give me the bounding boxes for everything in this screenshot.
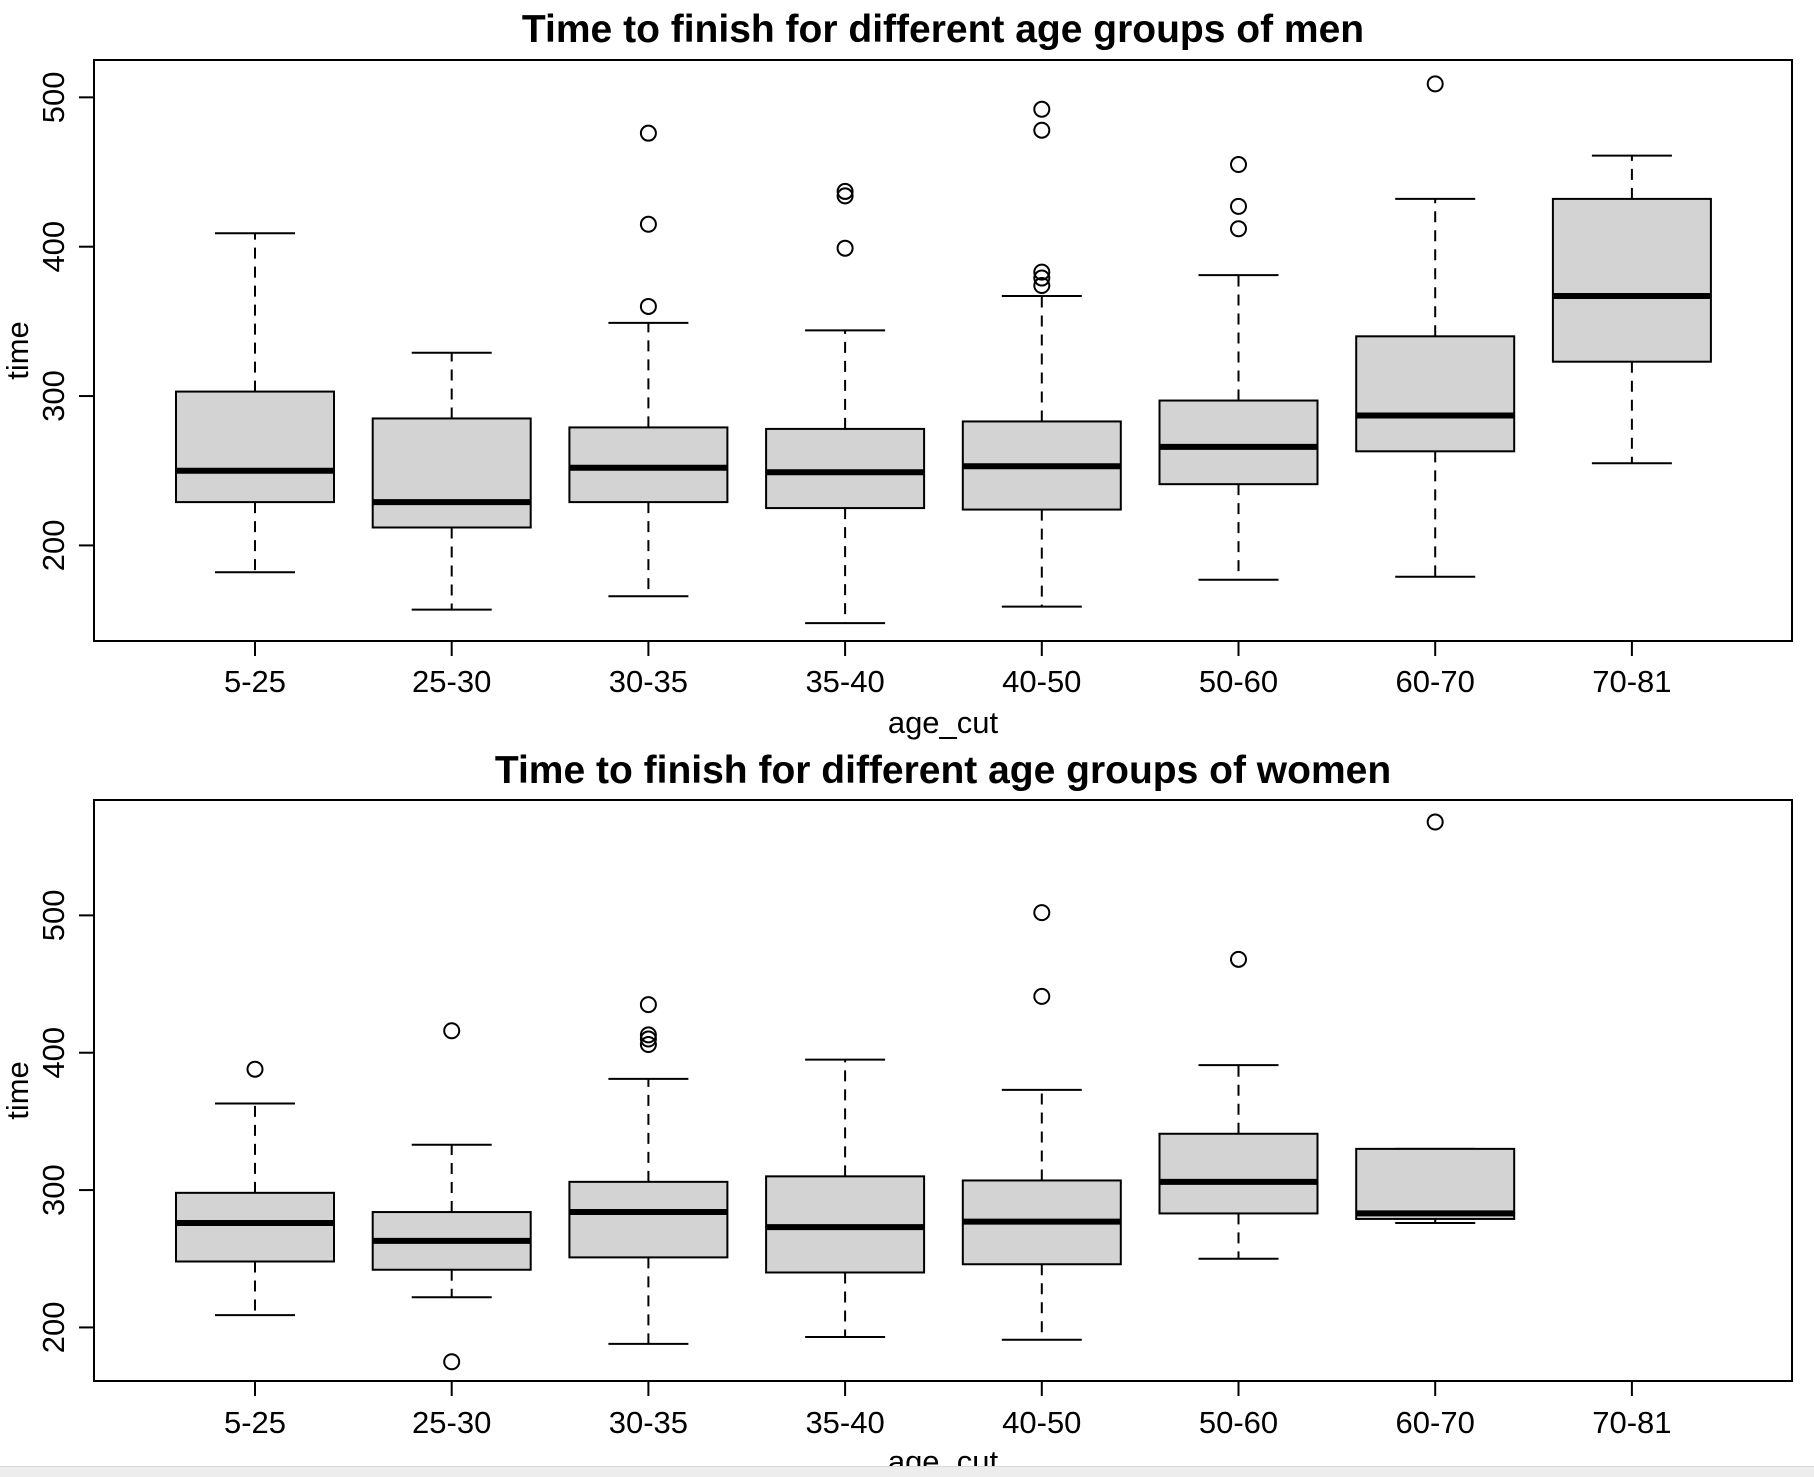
outlier-point: [1033, 263, 1051, 281]
x-tick-label: 5-25: [224, 1405, 286, 1440]
chart-panel-men: Time to finish for different age groups …: [0, 8, 1793, 740]
outlier-point: [1230, 220, 1247, 238]
outlier-point: [1033, 277, 1051, 295]
iqr-box: [1551, 197, 1712, 363]
plot-frame: [93, 799, 1793, 1382]
box-60-70: [1355, 813, 1516, 1225]
y-tick-label: 200: [36, 1302, 71, 1354]
outlier-point: [1426, 813, 1444, 831]
iqr-box: [1355, 335, 1516, 453]
box-5-25: [175, 232, 335, 574]
outlier-point: [639, 297, 657, 315]
x-tick-label: 5-25: [224, 664, 286, 699]
outlier-point: [836, 187, 854, 205]
outlier-point: [1033, 269, 1051, 287]
y-tick-label: 200: [36, 520, 71, 572]
box-5-25: [175, 1060, 335, 1317]
iqr-box: [1355, 1147, 1516, 1220]
x-tick-label: 70-81: [1592, 664, 1671, 699]
x-axis-label: age_cut: [888, 705, 999, 740]
chart-title: Time to finish for different age groups …: [495, 749, 1391, 792]
outlier-point: [1033, 987, 1051, 1005]
outlier-point: [639, 1026, 657, 1044]
outlier-point: [1426, 75, 1444, 93]
x-tick-label: 50-60: [1199, 664, 1278, 699]
x-tick-label: 25-30: [412, 664, 491, 699]
iqr-box: [1158, 1132, 1319, 1215]
outlier-point: [443, 1022, 461, 1040]
outlier-point: [1230, 950, 1247, 968]
x-tick-label: 25-30: [412, 1405, 491, 1440]
box-40-50: [961, 100, 1122, 608]
y-axis-label: time: [0, 321, 35, 380]
chart-panel-women: Time to finish for different age groups …: [0, 749, 1793, 1476]
box-60-70: [1355, 75, 1516, 578]
outlier-point: [639, 215, 657, 233]
y-axis-label: time: [0, 1061, 35, 1120]
plot-frame: [93, 59, 1793, 642]
y-tick-label: 400: [36, 1027, 71, 1079]
outlier-point: [639, 124, 657, 142]
box-30-35: [568, 996, 729, 1345]
x-tick-label: 35-40: [805, 1405, 884, 1440]
y-tick-label: 300: [36, 370, 71, 422]
outlier-point: [1033, 121, 1051, 139]
iqr-box: [371, 417, 532, 529]
iqr-box: [175, 1191, 335, 1263]
iqr-box: [1158, 399, 1319, 486]
x-tick-label: 30-35: [609, 664, 688, 699]
outlier-point: [639, 1030, 657, 1048]
outlier-point: [836, 239, 854, 257]
box-30-35: [568, 124, 729, 598]
y-tick-label: 500: [36, 890, 71, 942]
outlier-point: [639, 1035, 657, 1053]
window-bottom-strip: [0, 1466, 1814, 1477]
outlier-point: [1033, 904, 1051, 922]
y-tick-label: 300: [36, 1164, 71, 1216]
outlier-point: [246, 1060, 264, 1078]
x-tick-label: 60-70: [1396, 1405, 1475, 1440]
outlier-point: [836, 182, 854, 200]
outlier-point: [1230, 197, 1247, 215]
outlier-point: [443, 1353, 461, 1371]
box-35-40: [765, 182, 926, 625]
box-35-40: [765, 1058, 926, 1339]
box-70-81: [1551, 154, 1712, 465]
outlier-point: [1230, 156, 1247, 174]
box-50-60: [1158, 950, 1319, 1260]
y-tick-label: 400: [36, 221, 71, 273]
x-tick-label: 60-70: [1396, 664, 1475, 699]
iqr-box: [765, 427, 926, 510]
x-tick-label: 70-81: [1592, 1405, 1671, 1440]
iqr-box: [175, 390, 335, 504]
x-tick-label: 30-35: [609, 1405, 688, 1440]
x-tick-label: 35-40: [805, 664, 884, 699]
box-25-30: [371, 1022, 532, 1371]
outlier-point: [1033, 100, 1051, 118]
iqr-box: [568, 1180, 729, 1259]
x-tick-label: 40-50: [1002, 1405, 1081, 1440]
y-tick-label: 500: [36, 71, 71, 123]
chart-title: Time to finish for different age groups …: [522, 8, 1364, 51]
box-25-30: [371, 351, 532, 611]
outlier-point: [639, 996, 657, 1014]
box-40-50: [961, 904, 1122, 1341]
x-tick-label: 50-60: [1199, 1405, 1278, 1440]
x-tick-label: 40-50: [1002, 664, 1081, 699]
box-50-60: [1158, 156, 1319, 581]
